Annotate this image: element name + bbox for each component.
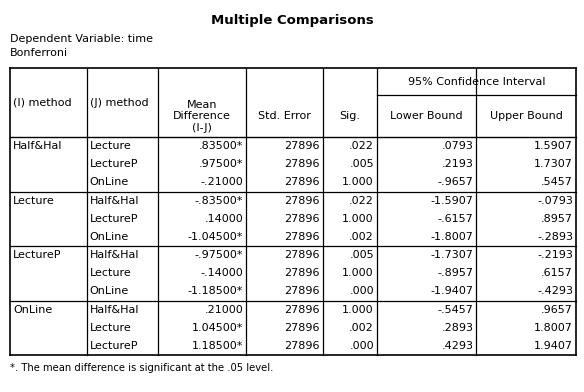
Text: .8957: .8957 — [541, 214, 573, 224]
Text: -.83500*: -.83500* — [194, 196, 243, 205]
Text: OnLine: OnLine — [13, 305, 52, 315]
Text: 95% Confidence Interval: 95% Confidence Interval — [408, 76, 545, 87]
Text: 1.000: 1.000 — [342, 305, 374, 315]
Text: -.2193: -.2193 — [537, 250, 573, 260]
Text: -.4293: -.4293 — [537, 287, 573, 296]
Text: 27896: 27896 — [284, 323, 320, 333]
Text: 1.04500*: 1.04500* — [192, 323, 243, 333]
Text: *. The mean difference is significant at the .05 level.: *. The mean difference is significant at… — [10, 363, 273, 373]
Text: .5457: .5457 — [541, 178, 573, 187]
Text: 27896: 27896 — [284, 305, 320, 315]
Text: Half&Hal: Half&Hal — [90, 196, 140, 205]
Text: 1.9407: 1.9407 — [534, 341, 573, 351]
Text: .83500*: .83500* — [199, 141, 243, 151]
Text: .21000: .21000 — [204, 305, 243, 315]
Text: OnLine: OnLine — [90, 178, 129, 187]
Text: .005: .005 — [349, 159, 374, 169]
Text: (I) method: (I) method — [13, 98, 72, 107]
Text: 1.7307: 1.7307 — [534, 159, 573, 169]
Text: Half&Hal: Half&Hal — [13, 141, 62, 151]
Text: 27896: 27896 — [284, 159, 320, 169]
Text: .0793: .0793 — [442, 141, 474, 151]
Text: .005: .005 — [349, 250, 374, 260]
Text: .14000: .14000 — [204, 214, 243, 224]
Text: 27896: 27896 — [284, 287, 320, 296]
Text: -1.18500*: -1.18500* — [187, 287, 243, 296]
Text: -.8957: -.8957 — [437, 268, 474, 278]
Text: .9657: .9657 — [541, 305, 573, 315]
Text: LectureP: LectureP — [90, 214, 138, 224]
Text: .022: .022 — [349, 196, 374, 205]
Text: 27896: 27896 — [284, 196, 320, 205]
Text: 1.5907: 1.5907 — [534, 141, 573, 151]
Text: -1.8007: -1.8007 — [430, 232, 474, 242]
Text: .002: .002 — [349, 323, 374, 333]
Text: Half&Hal: Half&Hal — [90, 305, 140, 315]
Text: 27896: 27896 — [284, 268, 320, 278]
Text: Mean
Difference
(I-J): Mean Difference (I-J) — [173, 100, 231, 133]
Text: Dependent Variable: time: Dependent Variable: time — [10, 34, 153, 44]
Text: .000: .000 — [349, 341, 374, 351]
Text: -1.7307: -1.7307 — [430, 250, 474, 260]
Text: .6157: .6157 — [541, 268, 573, 278]
Text: .4293: .4293 — [442, 341, 474, 351]
Text: 27896: 27896 — [284, 214, 320, 224]
Text: Sig.: Sig. — [339, 111, 360, 121]
Text: .002: .002 — [349, 232, 374, 242]
Text: -.0793: -.0793 — [537, 196, 573, 205]
Text: Multiple Comparisons: Multiple Comparisons — [211, 14, 373, 27]
Text: Upper Bound: Upper Bound — [490, 111, 562, 121]
Text: -.14000: -.14000 — [200, 268, 243, 278]
Text: .97500*: .97500* — [199, 159, 243, 169]
Text: LectureP: LectureP — [90, 341, 138, 351]
Text: 27896: 27896 — [284, 341, 320, 351]
Text: LectureP: LectureP — [13, 250, 61, 260]
Text: Lecture: Lecture — [90, 141, 131, 151]
Text: OnLine: OnLine — [90, 287, 129, 296]
Text: Half&Hal: Half&Hal — [90, 250, 140, 260]
Text: LectureP: LectureP — [90, 159, 138, 169]
Text: 27896: 27896 — [284, 178, 320, 187]
Text: -1.9407: -1.9407 — [430, 287, 474, 296]
Text: 27896: 27896 — [284, 232, 320, 242]
Text: OnLine: OnLine — [90, 232, 129, 242]
Text: -.2893: -.2893 — [537, 232, 573, 242]
Text: Std. Error: Std. Error — [258, 111, 311, 121]
Text: 27896: 27896 — [284, 141, 320, 151]
Text: Lower Bound: Lower Bound — [390, 111, 463, 121]
Text: .2193: .2193 — [442, 159, 474, 169]
Text: -.21000: -.21000 — [200, 178, 243, 187]
Text: -1.5907: -1.5907 — [430, 196, 474, 205]
Text: .2893: .2893 — [442, 323, 474, 333]
Text: Lecture: Lecture — [13, 196, 55, 205]
Text: Lecture: Lecture — [90, 323, 131, 333]
Text: 27896: 27896 — [284, 250, 320, 260]
Text: -.9657: -.9657 — [437, 178, 474, 187]
Text: (J) method: (J) method — [90, 98, 148, 107]
Text: .022: .022 — [349, 141, 374, 151]
Text: 1.000: 1.000 — [342, 178, 374, 187]
Text: 1.8007: 1.8007 — [534, 323, 573, 333]
Text: Lecture: Lecture — [90, 268, 131, 278]
Text: -1.04500*: -1.04500* — [187, 232, 243, 242]
Text: Bonferroni: Bonferroni — [10, 48, 68, 58]
Text: 1.000: 1.000 — [342, 268, 374, 278]
Text: 1.18500*: 1.18500* — [192, 341, 243, 351]
Text: -.97500*: -.97500* — [194, 250, 243, 260]
Text: -.6157: -.6157 — [437, 214, 474, 224]
Text: -.5457: -.5457 — [437, 305, 474, 315]
Text: 1.000: 1.000 — [342, 214, 374, 224]
Text: .000: .000 — [349, 287, 374, 296]
